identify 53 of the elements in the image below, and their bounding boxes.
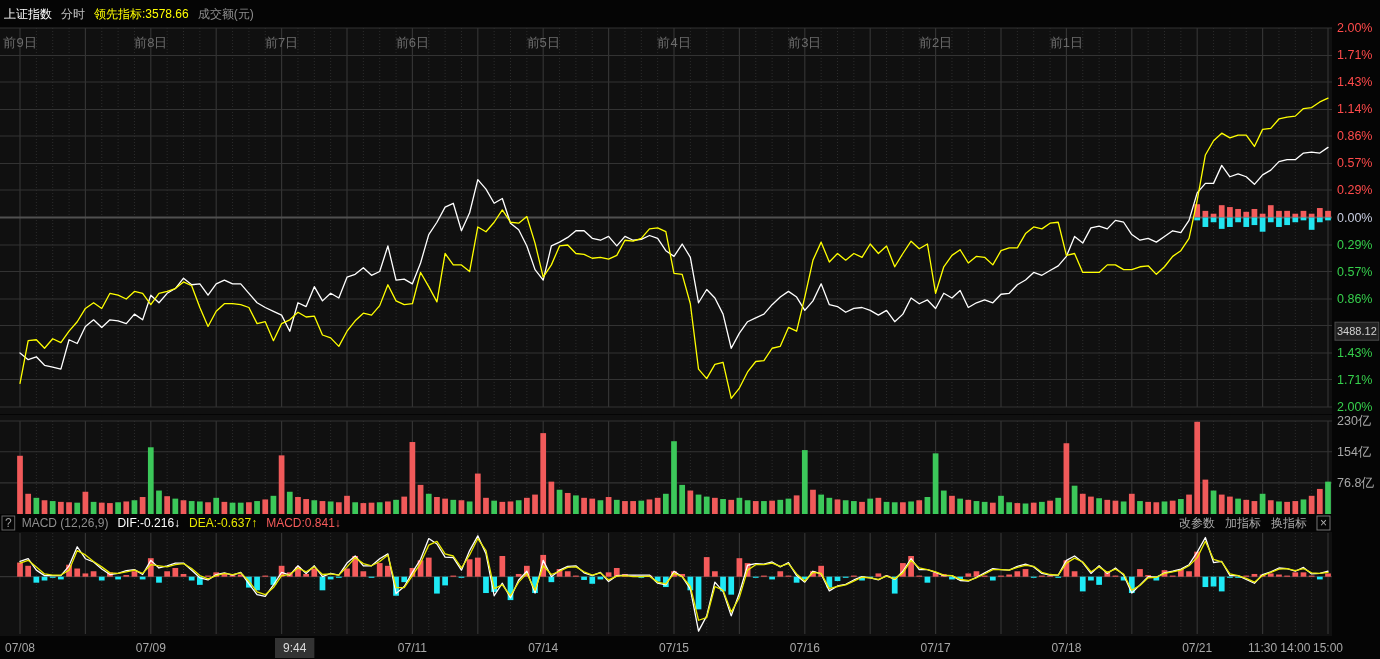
ytick: 1.43% [1337, 346, 1373, 360]
label: 改参数 [1179, 516, 1215, 530]
xtick: 07/11 [397, 641, 427, 655]
xtick: 07/17 [920, 641, 951, 655]
ytick: 154亿 [1337, 444, 1371, 459]
xtick: 前2日 [919, 34, 953, 50]
ytick: 0.86% [1337, 292, 1373, 306]
xtick: 07/09 [135, 641, 166, 655]
xtick: 前5日 [526, 34, 560, 50]
cursor-price: 3488.12 [1334, 321, 1380, 341]
ytick: 1.43% [1337, 75, 1373, 89]
button: × [1316, 515, 1331, 531]
ytick: 1.71% [1337, 48, 1373, 63]
ytick: 0.86% [1337, 129, 1373, 143]
ytick: 1.71% [1337, 372, 1373, 387]
header-text: MACD (12,26,9) [21, 516, 109, 530]
ytick: 0.00% [1337, 210, 1373, 225]
ytick: 0.57% [1337, 156, 1373, 171]
header-text: 分时 [61, 7, 85, 21]
xtick: 11:30 [1248, 641, 1278, 655]
xtick: 07/21 [1182, 641, 1213, 655]
ytick: 0.29% [1337, 183, 1373, 197]
header-text: MACD:0.841↓ [266, 516, 341, 530]
header-text: DIF:-0.216↓ [117, 516, 181, 530]
xtick: 14:00 [1280, 641, 1311, 655]
ytick: 76.8亿 [1337, 475, 1375, 490]
xtick: 07/16 [789, 641, 820, 655]
xtick: 前9日 [3, 34, 37, 50]
header-text: 领先指标:3578.66 [94, 7, 189, 21]
label: 加指标 [1225, 516, 1261, 530]
xtick: 07/08 [5, 641, 35, 655]
xtick: 前3日 [788, 34, 822, 50]
ytick: 0.29% [1337, 238, 1373, 252]
xtick: 前1日 [1049, 34, 1083, 50]
button: ? [1, 515, 16, 531]
xtick: 07/18 [1051, 641, 1082, 655]
xtick: 前6日 [395, 34, 429, 50]
xtick: 前8日 [134, 34, 168, 50]
ytick: 230亿 [1337, 414, 1371, 428]
xtick: 前7日 [265, 34, 299, 50]
xtick: 15:00 [1313, 641, 1343, 655]
label: 换指标 [1271, 516, 1307, 530]
header-text: DEA:-0.637↑ [189, 516, 258, 530]
header-text: 成交额(元) [197, 7, 254, 21]
cursor-time: 9:44 [275, 638, 315, 658]
ytick: 2.00% [1337, 400, 1373, 414]
ytick: 2.00% [1337, 21, 1373, 35]
header-text: 上证指数 [4, 7, 52, 21]
ytick: 1.14% [1337, 102, 1373, 117]
xtick: 前4日 [657, 34, 691, 50]
xtick: 07/15 [659, 641, 689, 655]
xtick: 07/14 [528, 641, 559, 655]
ytick: 0.57% [1337, 264, 1373, 279]
